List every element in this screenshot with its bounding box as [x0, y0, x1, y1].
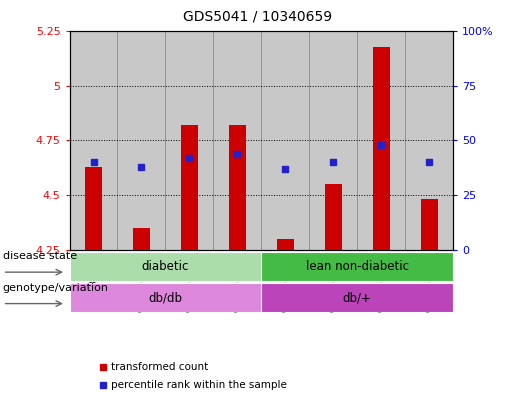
Text: transformed count: transformed count	[111, 362, 208, 373]
Bar	[133, 228, 150, 250]
Bar	[70, 283, 261, 312]
Text: diabetic: diabetic	[142, 260, 189, 273]
Text: disease state: disease state	[3, 252, 77, 261]
Text: db/+: db/+	[343, 291, 372, 304]
Text: percentile rank within the sample: percentile rank within the sample	[111, 380, 287, 390]
Bar	[357, 31, 405, 250]
Bar	[70, 252, 261, 281]
Bar	[117, 31, 165, 250]
Bar	[85, 167, 102, 250]
Bar	[310, 31, 357, 250]
Bar	[213, 31, 261, 250]
Bar	[229, 125, 246, 250]
Bar	[421, 199, 438, 250]
Text: db/db: db/db	[148, 291, 182, 304]
Text: genotype/variation: genotype/variation	[3, 283, 109, 293]
Bar	[261, 252, 453, 281]
Bar	[405, 31, 453, 250]
Bar	[277, 239, 294, 250]
Bar	[261, 283, 453, 312]
Bar	[181, 125, 198, 250]
Text: GDS5041 / 10340659: GDS5041 / 10340659	[183, 10, 332, 24]
Bar	[261, 31, 310, 250]
Bar	[165, 31, 213, 250]
Bar	[373, 47, 390, 250]
Bar	[325, 184, 341, 250]
Bar	[70, 31, 117, 250]
Text: lean non-diabetic: lean non-diabetic	[306, 260, 409, 273]
